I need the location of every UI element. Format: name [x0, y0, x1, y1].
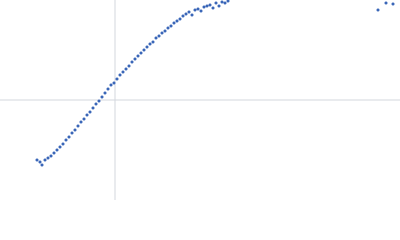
point — [82, 117, 86, 121]
point — [376, 8, 380, 12]
point — [133, 57, 137, 61]
point — [97, 99, 101, 103]
point — [35, 158, 39, 162]
point — [148, 42, 152, 46]
point — [109, 83, 113, 87]
point — [106, 87, 110, 91]
point — [43, 158, 47, 162]
point — [166, 26, 170, 30]
point — [163, 29, 167, 33]
point — [184, 12, 188, 16]
point — [223, 1, 227, 5]
point — [202, 5, 206, 9]
point — [61, 142, 65, 146]
point — [55, 148, 59, 152]
point — [103, 91, 107, 95]
point — [178, 17, 182, 21]
point — [172, 21, 176, 25]
point — [46, 156, 50, 160]
point — [187, 10, 191, 14]
point — [199, 9, 203, 13]
point — [118, 73, 122, 77]
point — [211, 6, 215, 10]
point — [226, 0, 230, 3]
point — [73, 128, 77, 132]
point — [49, 154, 53, 158]
point — [70, 131, 74, 135]
point — [115, 77, 119, 81]
point — [88, 110, 92, 114]
point — [91, 106, 95, 110]
point — [391, 2, 395, 6]
point — [220, 0, 224, 4]
point — [121, 70, 125, 74]
point — [190, 13, 194, 17]
point — [175, 19, 179, 23]
point — [145, 45, 149, 49]
point — [85, 113, 89, 117]
point — [100, 95, 104, 99]
point — [196, 7, 200, 11]
point — [112, 81, 116, 85]
point — [38, 160, 42, 164]
point — [169, 24, 173, 28]
point — [79, 120, 83, 124]
point — [58, 145, 62, 149]
point — [142, 48, 146, 52]
point — [67, 135, 71, 139]
point — [127, 64, 131, 68]
point — [136, 54, 140, 58]
point — [214, 1, 218, 5]
point — [94, 102, 98, 106]
point — [76, 124, 80, 128]
point — [160, 31, 164, 35]
point — [205, 4, 209, 8]
point — [139, 51, 143, 55]
chart — [0, 0, 400, 200]
point — [157, 34, 161, 38]
point — [384, 1, 388, 5]
point — [52, 151, 56, 155]
page: (() => { const data = JSON.parse(documen… — [0, 0, 400, 200]
point — [64, 138, 68, 142]
point — [130, 60, 134, 64]
point — [208, 3, 212, 7]
point — [151, 40, 155, 44]
point — [181, 14, 185, 18]
point — [217, 4, 221, 8]
point — [154, 36, 158, 40]
point — [40, 163, 44, 167]
point — [124, 67, 128, 71]
point — [193, 8, 197, 12]
